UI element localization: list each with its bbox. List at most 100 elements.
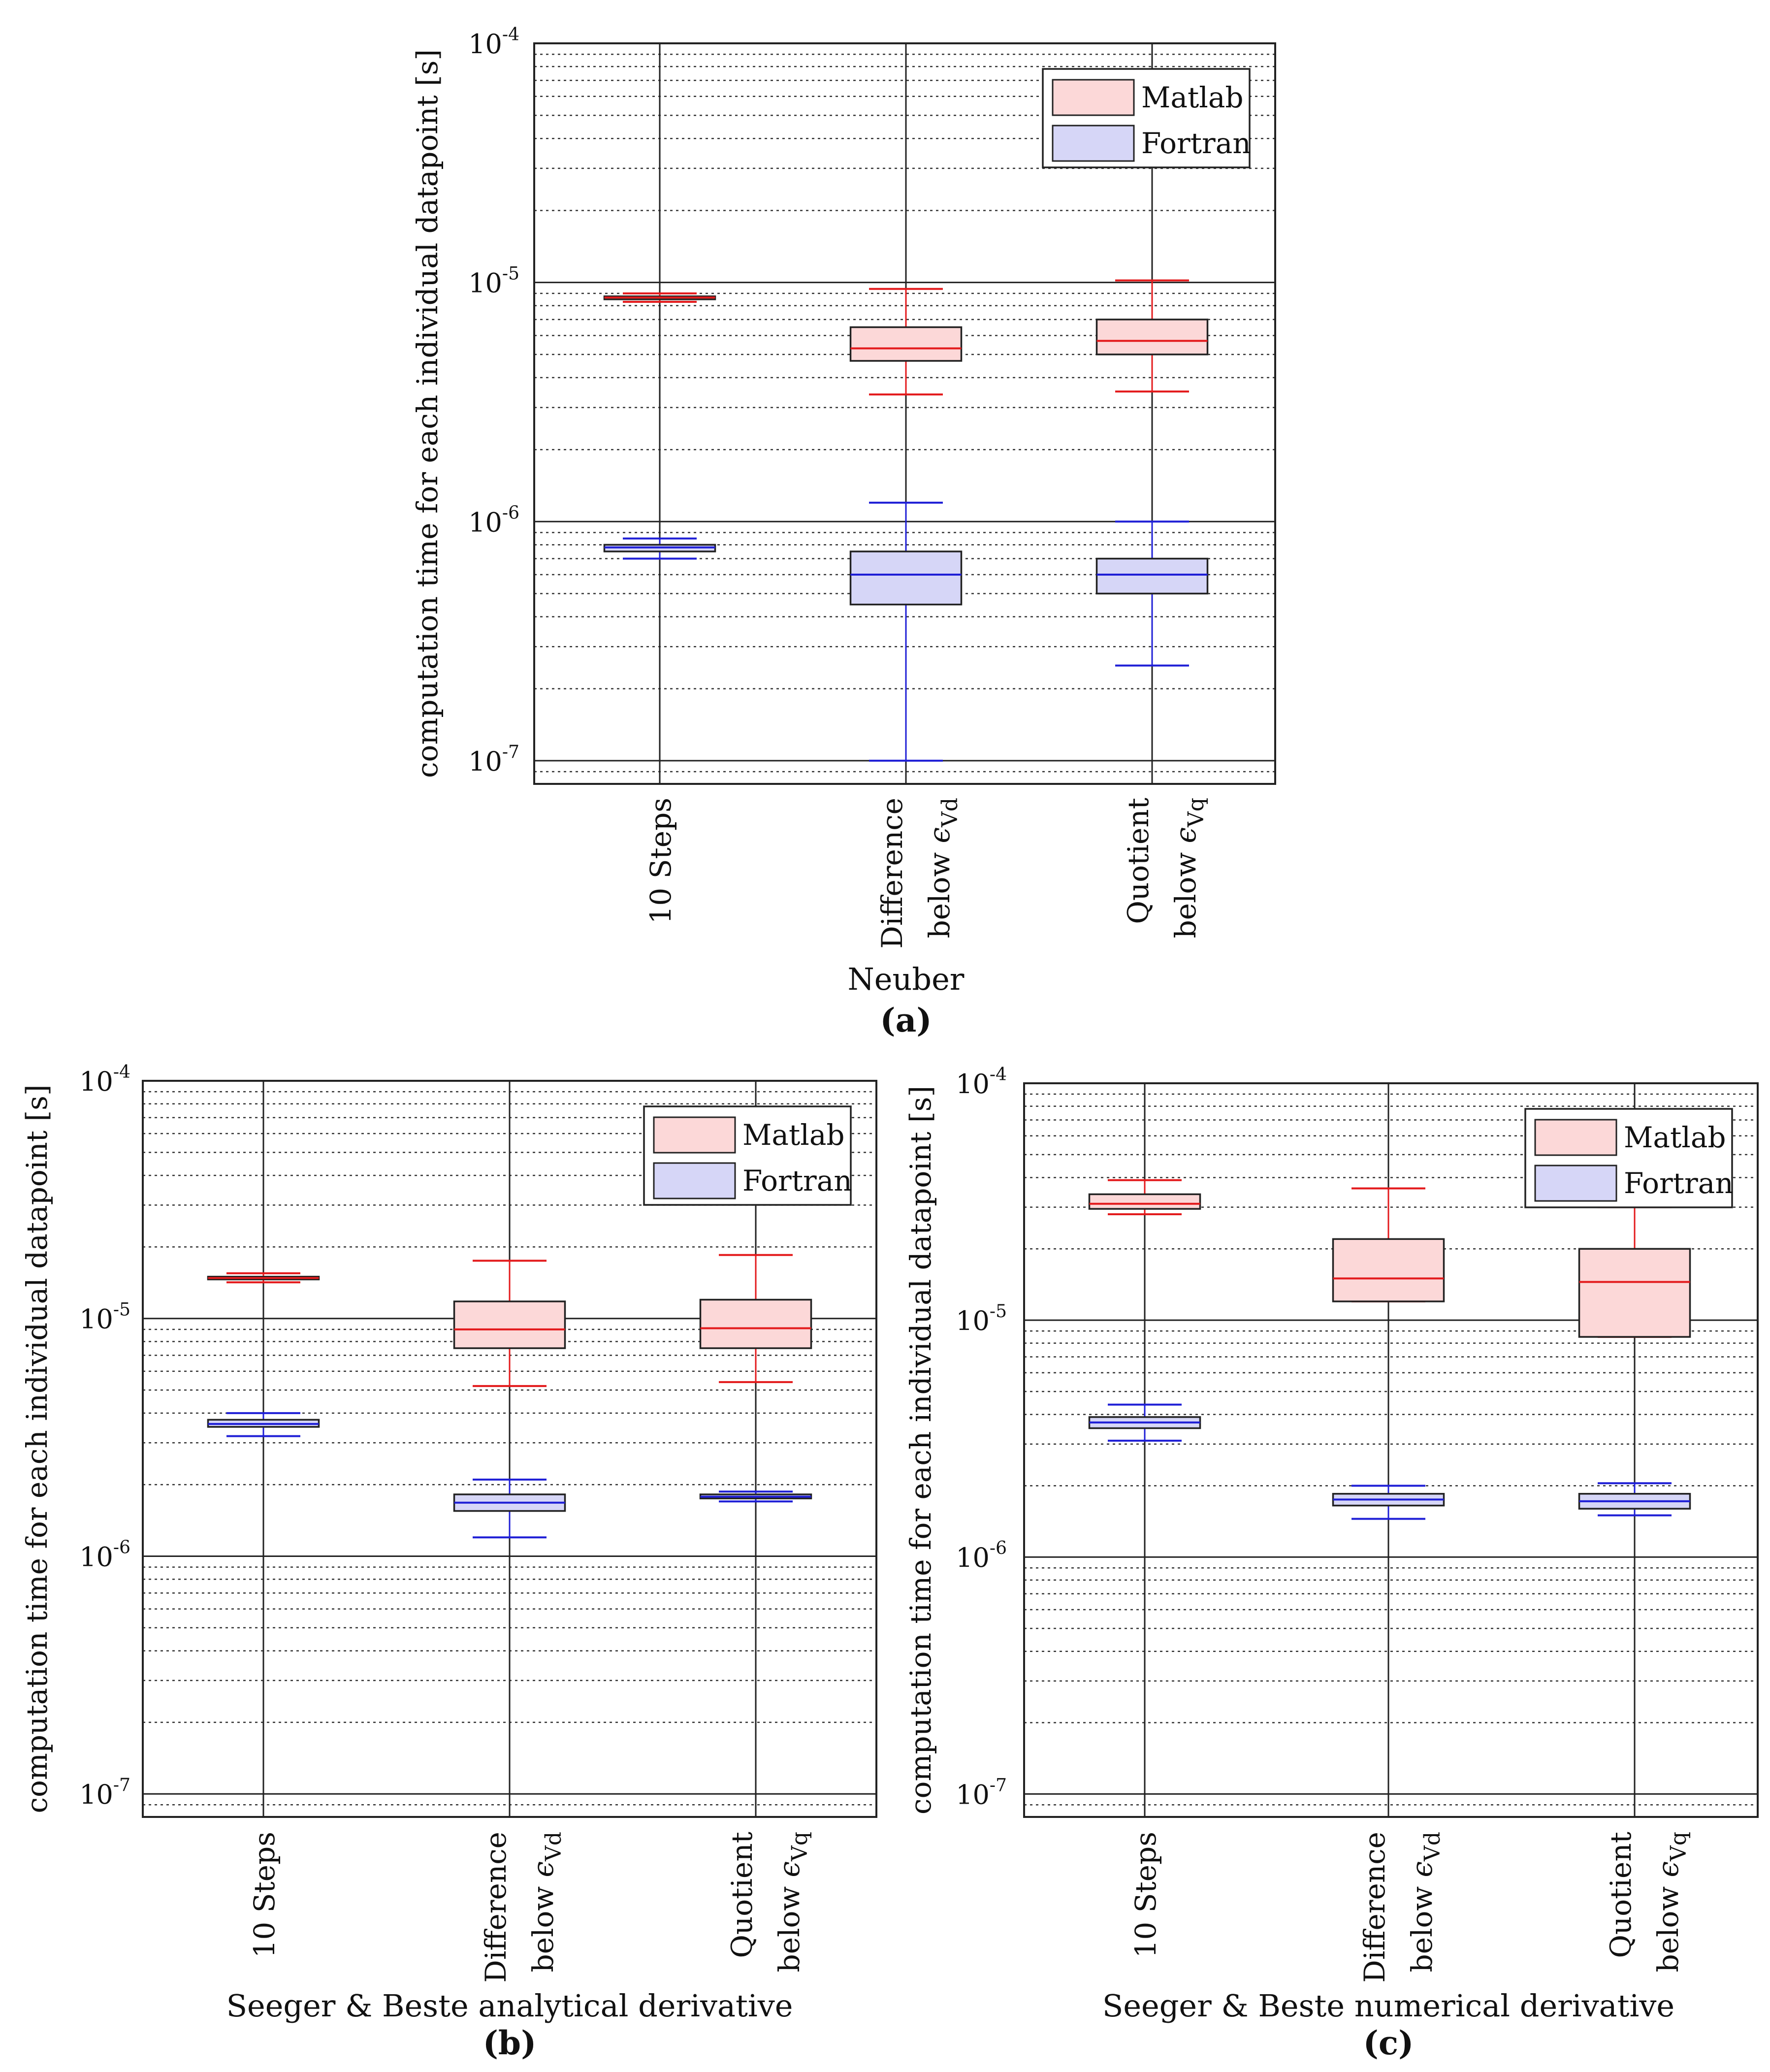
category-label-3: Quotient below ϵVq	[1122, 798, 1209, 938]
tick-exponent: -4	[113, 1062, 130, 1082]
tick-base: 10	[468, 746, 502, 777]
box-fortran-3	[1578, 1482, 1691, 1517]
tick-base: 10	[468, 507, 502, 538]
epsilon-symbol: ϵ	[1405, 1861, 1439, 1877]
category-line-1: 10 Steps	[1129, 1832, 1162, 1958]
box-iqr	[1095, 319, 1209, 356]
legend-swatch-matlab	[653, 1116, 736, 1154]
category-line-2: below ϵVq	[772, 1832, 812, 1972]
box-matlab-2	[849, 288, 963, 396]
box-matlab-1	[207, 1272, 320, 1284]
x-axis-title: Neuber	[848, 961, 965, 997]
panel-label: (a)	[880, 1001, 932, 1039]
category-line-2: below ϵVd	[526, 1832, 566, 1972]
series-fortran	[1088, 1403, 1691, 1520]
tick-exponent: -6	[990, 1538, 1007, 1558]
y-tick-label: 10-6	[956, 1538, 1007, 1573]
panel-label: (b)	[483, 2024, 537, 2062]
legend-swatch-fortran	[1052, 125, 1135, 162]
box-matlab-2	[1332, 1187, 1445, 1303]
y-tick-label: 10-7	[79, 1775, 130, 1810]
category-prefix: below	[526, 1877, 560, 1972]
series-matlab	[603, 279, 1209, 396]
epsilon-subscript: Vq	[1184, 798, 1209, 828]
tick-exponent: -4	[502, 25, 519, 45]
epsilon-symbol: ϵ	[1651, 1861, 1685, 1877]
box-fortran-1	[1088, 1403, 1201, 1442]
box-fortran-2	[849, 501, 963, 762]
category-line-1: 10 Steps	[248, 1832, 281, 1958]
y-tick-labels: 10-410-510-610-7	[956, 1065, 1007, 1810]
y-axis-label: computation time for each individual dat…	[20, 1085, 54, 1813]
x-axis-title: Seeger & Beste analytical derivative	[226, 1988, 793, 2024]
epsilon-symbol: ϵ	[772, 1861, 806, 1877]
y-tick-labels: 10-410-510-610-7	[468, 25, 519, 777]
category-label-2: Difference below ϵVd	[875, 798, 963, 949]
box-matlab-3	[1095, 279, 1209, 393]
category-label-2: Difference below ϵVd	[1358, 1832, 1445, 1983]
legend-label-fortran: Fortran	[1141, 127, 1251, 160]
box-fortran-1	[207, 1412, 320, 1437]
legend: Matlab Fortran	[1524, 1108, 1734, 1208]
category-prefix: below	[923, 843, 956, 938]
box-fortran-3	[1095, 520, 1209, 667]
y-tick-label: 10-4	[468, 25, 519, 60]
category-line-1: Quotient	[725, 1832, 759, 1958]
tick-base: 10	[956, 1542, 990, 1573]
category-line-1: Quotient	[1604, 1832, 1638, 1958]
tick-exponent: -6	[113, 1537, 130, 1557]
y-tick-label: 10-5	[956, 1301, 1007, 1336]
category-line-1: Difference	[1358, 1832, 1391, 1983]
category-line-1: Difference	[875, 798, 909, 949]
tick-exponent: -7	[502, 742, 519, 762]
tick-exponent: -5	[990, 1301, 1007, 1322]
category-prefix: below	[1405, 1877, 1439, 1972]
legend: Matlab Fortran	[1042, 68, 1251, 168]
tick-base: 10	[79, 1066, 113, 1097]
box-iqr	[1088, 1193, 1201, 1210]
y-tick-label: 10-4	[956, 1065, 1007, 1100]
tick-base: 10	[79, 1541, 113, 1572]
plot-frame	[533, 42, 1276, 785]
category-label-1: 10 Steps	[1129, 1832, 1162, 1958]
epsilon-symbol: ϵ	[526, 1861, 560, 1877]
box-iqr	[699, 1298, 812, 1349]
box-matlab-2	[453, 1260, 566, 1387]
y-tick-label: 10-5	[79, 1300, 130, 1335]
category-label-3: Quotient below ϵVq	[725, 1832, 812, 1972]
legend-swatch-matlab	[1534, 1119, 1617, 1156]
epsilon-subscript: Vd	[1420, 1832, 1445, 1862]
box-iqr	[453, 1300, 566, 1349]
y-tick-label: 10-7	[468, 742, 519, 777]
box-matlab-3	[699, 1254, 812, 1383]
tick-exponent: -4	[990, 1065, 1007, 1085]
category-line-2: below ϵVq	[1169, 798, 1209, 938]
epsilon-subscript: Vd	[937, 798, 963, 828]
category-line-1: Difference	[479, 1832, 513, 1983]
category-label-1: 10 Steps	[248, 1832, 281, 1958]
plot-frame	[1023, 1082, 1759, 1818]
category-label-3: Quotient below ϵVq	[1604, 1832, 1691, 1972]
category-line-1: Quotient	[1122, 798, 1155, 924]
category-prefix: below	[1651, 1877, 1685, 1972]
box-fortran-2	[1332, 1485, 1445, 1520]
box-matlab-1	[603, 292, 716, 303]
tick-base: 10	[956, 1779, 990, 1810]
series-fortran	[207, 1412, 812, 1539]
y-axis-label: computation time for each individual dat…	[904, 1086, 937, 1814]
category-label-1: 10 Steps	[644, 798, 677, 924]
box-matlab-1	[1088, 1179, 1201, 1215]
category-label-2: Difference below ϵVd	[479, 1832, 566, 1983]
box-iqr	[1095, 557, 1209, 595]
legend-label-matlab: Matlab	[742, 1118, 845, 1152]
epsilon-subscript: Vd	[541, 1832, 566, 1862]
tick-base: 10	[956, 1305, 990, 1336]
tick-exponent: -5	[502, 264, 519, 284]
legend-swatch-fortran	[1534, 1165, 1617, 1202]
legend-label-fortran: Fortran	[742, 1164, 852, 1198]
category-prefix: below	[772, 1877, 806, 1972]
tick-base: 10	[468, 268, 502, 299]
y-tick-labels: 10-410-510-610-7	[79, 1062, 130, 1810]
